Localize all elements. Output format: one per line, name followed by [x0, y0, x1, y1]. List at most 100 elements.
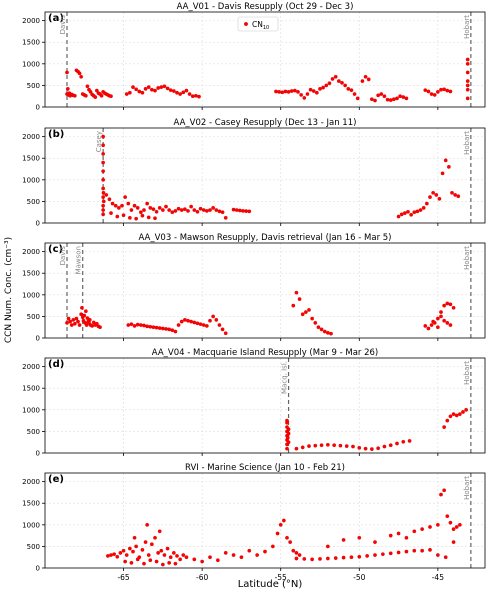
data-point-33	[142, 323, 146, 328]
data-point-43	[173, 329, 178, 334]
y-tick-label-4: 2000	[22, 248, 40, 256]
data-point-73	[420, 548, 424, 553]
data-point-69	[406, 209, 410, 214]
data-point-7	[285, 418, 289, 423]
data-point-73	[418, 208, 423, 212]
data-point-45	[179, 319, 184, 324]
data-point-35	[134, 87, 138, 92]
data-point-27	[148, 206, 153, 210]
data-point-93	[451, 527, 456, 531]
data-point-58	[302, 557, 307, 561]
data-point-61	[326, 556, 330, 561]
data-point-38	[464, 407, 468, 412]
data-point-20	[344, 444, 349, 448]
data-point-51	[198, 322, 203, 327]
data-point-38	[143, 87, 148, 91]
data-point-14	[107, 197, 112, 202]
data-point-22	[175, 554, 179, 558]
data-point-60	[318, 557, 322, 561]
panel-0: AA_V01 - Davis Resupply (Oct 29 - Dec 3)…	[22, 2, 486, 112]
data-point-35	[454, 413, 459, 418]
data-point-76	[428, 195, 432, 199]
data-point-49	[275, 531, 280, 536]
data-point-30	[148, 558, 153, 563]
data-point-6	[124, 553, 129, 557]
data-point-36	[176, 206, 181, 211]
y-tick-label-4: 2000	[22, 363, 40, 371]
data-point-44	[162, 84, 167, 89]
data-point-57	[277, 90, 281, 94]
y-tick-label-0: 0	[36, 220, 40, 228]
data-point-16	[319, 443, 324, 448]
data-point-37	[154, 325, 159, 330]
data-point-34	[451, 412, 456, 416]
data-point-33	[128, 90, 132, 95]
data-point-21	[172, 551, 176, 555]
data-point-71	[321, 85, 325, 90]
data-point-39	[146, 85, 151, 89]
y-tick-label-0: 0	[36, 565, 40, 573]
data-point-16	[113, 203, 118, 208]
data-point-83	[450, 190, 454, 195]
data-point-55	[128, 215, 132, 220]
panel-frame	[44, 357, 486, 454]
data-point-72	[412, 548, 417, 553]
x-tick-label-4: -45	[432, 573, 444, 582]
data-point-68	[316, 325, 321, 330]
data-point-34	[173, 561, 178, 566]
data-point-21	[351, 444, 355, 449]
vline-label-1: Hobart	[463, 131, 471, 155]
data-point-37	[461, 410, 465, 414]
data-point-4	[118, 551, 123, 555]
data-point-0	[65, 321, 69, 325]
panel-label: (a)	[48, 13, 64, 24]
data-point-72	[329, 331, 333, 336]
data-point-74	[428, 548, 432, 552]
data-point-47	[186, 318, 190, 323]
panel-1: AA_V02 - Casey Resupply (Dec 13 - Jan 11…	[22, 118, 486, 228]
data-point-8	[131, 549, 135, 554]
panel-4: RVI - Marine Science (Jan 10 - Feb 21) (e…	[22, 463, 486, 582]
data-point-39	[200, 559, 204, 564]
panel-title: AA_V02 - Casey Resupply (Dec 13 - Jan 11…	[174, 118, 357, 128]
data-point-4	[71, 318, 76, 322]
data-point-48	[175, 90, 179, 95]
data-point-68	[381, 552, 385, 557]
data-point-9	[79, 312, 83, 317]
data-point-65	[247, 209, 252, 214]
data-point-3	[69, 323, 74, 327]
data-point-35	[148, 324, 153, 329]
data-point-54	[194, 93, 198, 98]
data-point-78	[434, 193, 439, 197]
vline-label-0: Casey	[95, 131, 103, 152]
data-point-52	[285, 535, 289, 540]
data-point-35	[145, 522, 149, 527]
data-point-55	[197, 94, 201, 99]
data-point-107	[465, 96, 470, 101]
data-point-80	[440, 171, 445, 176]
data-point-47	[263, 549, 267, 554]
data-point-23	[363, 446, 368, 451]
data-point-2	[112, 552, 116, 557]
data-point-16	[85, 84, 90, 89]
data-point-79	[437, 196, 442, 201]
x-axis-label: Latitude (°N)	[238, 579, 303, 590]
data-point-53	[190, 94, 195, 99]
data-point-77	[431, 190, 435, 195]
data-point-90	[382, 94, 387, 99]
data-point-68	[311, 89, 316, 93]
data-point-16	[84, 323, 89, 327]
vline-label-0: Macq. Isl.	[281, 361, 289, 394]
data-point-82	[388, 533, 393, 538]
data-point-20	[126, 201, 131, 206]
data-point-78	[326, 544, 330, 549]
data-point-15	[84, 309, 88, 314]
data-point-19	[123, 195, 127, 199]
data-point-31	[161, 208, 165, 212]
data-point-86	[370, 97, 374, 102]
data-point-58	[220, 327, 225, 332]
vline-label-0: Davis	[59, 246, 67, 266]
data-point-79	[346, 87, 351, 91]
x-tick-label-0: -65	[117, 573, 129, 582]
data-point-30	[157, 206, 162, 210]
